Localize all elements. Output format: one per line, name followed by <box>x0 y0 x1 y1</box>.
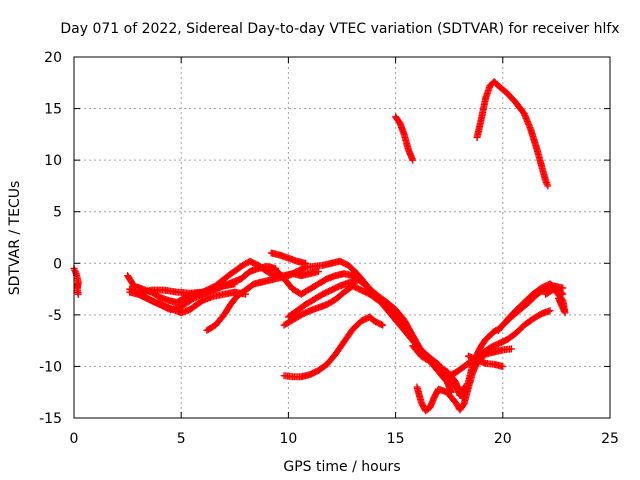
series-arc-7 <box>267 249 310 267</box>
y-axis-label: SDTVAR / TECUs <box>7 181 23 296</box>
data-point <box>546 307 554 315</box>
data-point <box>409 156 417 164</box>
series-arc-1 <box>70 264 82 298</box>
data-point <box>544 182 552 190</box>
series-arc-16 <box>443 307 554 381</box>
y-tick-label: 15 <box>44 102 62 118</box>
x-tick-label: 10 <box>279 431 297 447</box>
x-tick-label: 25 <box>601 431 619 447</box>
series-arc-17 <box>464 352 507 370</box>
x-tick-label: 20 <box>494 431 512 447</box>
chart-title: Day 071 of 2022, Sidereal Day-to-day VTE… <box>60 21 619 37</box>
data-point <box>314 268 322 276</box>
y-tick-label: 5 <box>53 205 62 221</box>
series-arc-15 <box>413 345 515 415</box>
series-arc-12 <box>392 113 417 164</box>
series-arc-18 <box>495 280 567 334</box>
data-point <box>559 284 567 292</box>
data-point <box>499 362 507 370</box>
series-arc-11 <box>280 313 387 381</box>
x-tick-labels: 0 5 10 15 20 25 <box>70 431 619 447</box>
y-tick-label: -10 <box>39 359 62 375</box>
x-tick-label: 5 <box>177 431 186 447</box>
data-point <box>188 295 196 303</box>
data-point <box>302 259 310 267</box>
data-point <box>353 277 361 285</box>
series-arc-14 <box>409 282 567 401</box>
x-tick-label: 15 <box>387 431 405 447</box>
data-point <box>555 294 563 302</box>
data-point <box>74 290 82 298</box>
data-points <box>70 78 569 415</box>
data-point <box>71 268 79 276</box>
x-tick-label: 0 <box>70 431 79 447</box>
series-arc-5 <box>134 257 322 298</box>
y-tick-label: -5 <box>48 308 62 324</box>
data-point <box>507 345 515 353</box>
y-tick-label: -15 <box>39 411 62 427</box>
y-tick-label: 0 <box>53 256 62 272</box>
series-arc-19 <box>542 285 569 317</box>
y-tick-labels: -15 -10 -5 0 5 10 15 20 <box>39 50 62 427</box>
data-point <box>231 280 239 288</box>
y-tick-label: 20 <box>44 50 62 66</box>
x-axis-label: GPS time / hours <box>283 459 400 475</box>
data-point <box>542 178 550 186</box>
series-arc-10 <box>284 277 361 321</box>
grid-lines <box>73 56 611 419</box>
y-tick-label: 10 <box>44 153 62 169</box>
series-arc-13 <box>473 78 552 190</box>
plot-frame <box>73 56 611 419</box>
data-point <box>379 321 387 329</box>
